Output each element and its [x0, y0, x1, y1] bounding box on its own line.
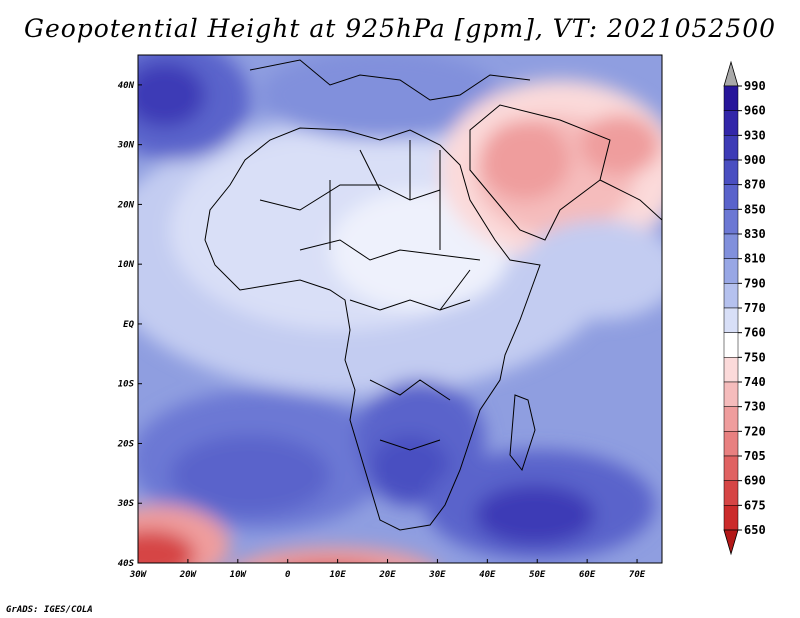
colorbar-swatch: [723, 332, 739, 358]
height-field: [138, 55, 662, 563]
colorbar-label: 740: [744, 375, 766, 389]
colorbar-swatch: [723, 283, 739, 309]
colorbar-swatch: [723, 184, 739, 210]
lon-tick-label: 20E: [378, 570, 396, 580]
lat-tick-label: 30N: [117, 141, 135, 151]
grads-credit: GrADS: IGES/COLA: [6, 605, 93, 615]
colorbar-label: 790: [744, 276, 766, 290]
colorbar-label: 990: [744, 79, 766, 93]
colorbar-label: 770: [744, 301, 766, 315]
colorbar-label: 960: [744, 104, 766, 118]
lon-tick-label: 70E: [629, 570, 646, 580]
colorbar-swatch: [723, 455, 739, 481]
lat-tick-label: 40S: [118, 559, 135, 569]
colorbar-swatch: [723, 406, 739, 432]
colorbar-swatch: [723, 159, 739, 185]
colorbar-swatch: [723, 480, 739, 506]
lon-tick-label: 50E: [529, 570, 546, 580]
colorbar-label: 900: [744, 153, 766, 167]
lon-tick-label: 20W: [179, 570, 198, 580]
colorbar-swatch: [723, 135, 739, 161]
colorbar-swatch: [723, 357, 739, 383]
colorbar-swatch: [723, 110, 739, 136]
lon-tick-label: 10W: [230, 570, 248, 580]
colorbar-label: 730: [744, 400, 766, 414]
colorbar-label: 810: [744, 252, 766, 266]
colorbar-swatch: [723, 258, 739, 284]
colorbar-swatch: [723, 431, 739, 457]
lat-tick-label: EQ: [123, 320, 134, 330]
colorbar-label: 750: [744, 350, 766, 364]
colorbar-swatch: [723, 381, 739, 407]
colorbar-label: 760: [744, 326, 766, 340]
lon-tick-label: 40E: [479, 570, 496, 580]
colorbar-swatch: [723, 307, 739, 333]
colorbar-swatch: [723, 505, 739, 531]
colorbar-swatch: [723, 85, 739, 111]
lon-tick-label: 30E: [428, 570, 446, 580]
coastlines: [204, 59, 662, 531]
map-frame: [137, 54, 663, 564]
chart-title: Geopotential Height at 925hPa [gpm], VT:…: [23, 14, 777, 43]
colorbar-label: 650: [744, 523, 766, 537]
lat-tick-label: 30S: [117, 499, 135, 509]
colorbar-label: 690: [744, 474, 766, 488]
colorbar-label: 705: [744, 449, 766, 463]
colorbar-label: 830: [744, 227, 766, 241]
lat-tick-label: 10N: [118, 260, 135, 270]
colorbar-label: 930: [744, 128, 766, 142]
lat-tick-label: 10S: [118, 380, 135, 390]
colorbar-swatch: [723, 233, 739, 259]
lon-tick-label: 60E: [579, 570, 596, 580]
colorbar-label: 720: [744, 424, 766, 438]
colorbar-label: 850: [744, 202, 766, 216]
lat-tick-label: 20S: [117, 439, 135, 449]
longitude-axis: 30W 20W 10W 0 10E 20E 30E 40E 50E 60E 70E: [129, 559, 646, 580]
lon-tick-label: 0: [285, 570, 291, 580]
colorbar-label: 675: [744, 498, 766, 512]
colorbar-label: 870: [744, 178, 766, 192]
colorbar-swatch: [723, 209, 739, 235]
colorbar-top-arrow: [723, 60, 739, 87]
colorbar: 990 960 930 900 870 850 830 810 790 770 760 750 740 7…: [723, 60, 766, 556]
lon-tick-label: 30W: [129, 570, 148, 580]
colorbar-bottom-arrow: [723, 529, 739, 556]
latitude-axis: 40N 30N 20N 10N EQ 10S 20S 30S 40S: [117, 81, 142, 569]
lat-tick-label: 20N: [117, 200, 135, 210]
lon-tick-label: 10E: [329, 570, 346, 580]
lat-tick-label: 40N: [118, 81, 135, 91]
